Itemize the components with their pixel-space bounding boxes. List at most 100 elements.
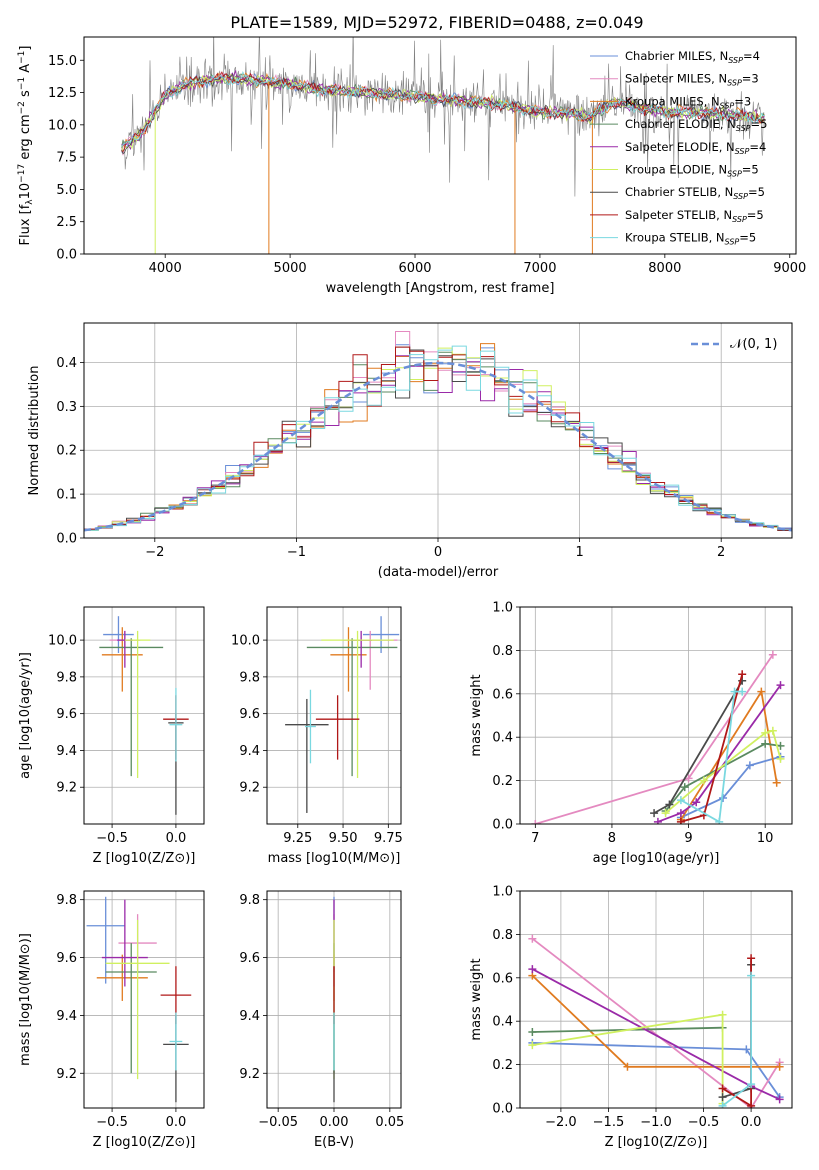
legend-label-tail: =3 [742, 72, 759, 86]
spectrum-panel: 4000 5000 6000 7000 8000 9000 0.0 2.5 5.0 7.5 10.0… [17, 36, 806, 296]
y-axis-label-part: Flux [f [18, 204, 33, 245]
massweight-point [653, 817, 662, 824]
y-axis-label-part: −1 [17, 77, 27, 90]
massweight-point [718, 1101, 727, 1108]
axes-frame [83, 36, 797, 255]
legend-label-8: Salpeter STELIB, NSSP=5 [625, 208, 764, 224]
x-tick-label: 7000 [523, 261, 556, 276]
massweight-point [761, 739, 770, 748]
y-tick-label: 9.8 [56, 670, 77, 685]
x-tick-label: −1 [287, 545, 306, 560]
y-tick-label: 9.6 [56, 951, 77, 966]
x-tick-label: 9 [684, 831, 692, 846]
legend-label-main: Salpeter MILES, N [625, 72, 727, 86]
y-tick-label: 0.6 [492, 687, 513, 702]
figure-title: PLATE=1589, MJD=52972, FIBERID=0488, z=0… [230, 13, 643, 32]
legend-label-sub: SSP [735, 147, 750, 156]
massweight-marks [531, 650, 785, 824]
mass-vs-Z-errorbars-panel: −0.5 0.0 9.2 9.4 9.6 9.8 Z [log10(Z/Z⊙)] mass [… [18, 890, 205, 1150]
x-tick-label: −2.0 [545, 1115, 577, 1130]
y-tick-label: 0.3 [56, 400, 77, 415]
x-tick-label: −1.5 [593, 1115, 625, 1130]
errorbar-marks [86, 896, 192, 1103]
massweight-point [776, 681, 785, 690]
y-tick-label: 9.2 [239, 781, 260, 796]
massweight-point [747, 1080, 756, 1089]
massweight-point [745, 761, 754, 770]
y-tick-label: 0.2 [492, 774, 513, 789]
legend-label-main: Kroupa ELODIE, N [625, 163, 727, 177]
x-tick-label: 5000 [274, 261, 307, 276]
x-tick-label: −0.5 [688, 1115, 720, 1130]
legend-label-main: Salpeter STELIB, N [625, 208, 732, 222]
x-tick-label: 0 [434, 545, 442, 560]
x-tick-label: −0.5 [96, 831, 128, 846]
y-tick-label: 5.0 [56, 183, 77, 198]
y-tick-label: 0.6 [492, 971, 513, 986]
x-tick-label: 0.0 [166, 831, 187, 846]
x-tick-label: 1 [575, 545, 583, 560]
massweight-point [528, 1028, 537, 1037]
massweight-point [692, 798, 701, 807]
y-tick-label: 9.6 [239, 951, 260, 966]
age-vs-Z-errorbars-panel: −0.5 0.0 9.2 9.4 9.6 9.8 10.0 Z [log10(Z/Z⊙)] ag… [18, 606, 205, 866]
legend-label-tail: =4 [749, 140, 766, 154]
model-line-9 [121, 70, 765, 148]
x-tick-label: 0.0 [166, 1115, 187, 1130]
massweight-point [661, 809, 670, 818]
y-axis-label-part: ] [18, 46, 33, 51]
y-tick-label: 0.2 [56, 444, 77, 459]
x-axis-label: Z [log10(Z/Z⊙)] [93, 1135, 196, 1150]
x-axis-label: Z [log10(Z/Z⊙)] [605, 1135, 708, 1150]
legend-label-sub: SSP [732, 215, 747, 224]
y-tick-label: 9.4 [56, 744, 77, 759]
legend-label-tail: =5 [751, 117, 768, 131]
legend-label-sub: SSP [736, 124, 751, 133]
y-tick-label: 0.0 [492, 1102, 513, 1117]
model-line-5 [121, 69, 765, 151]
massweight-point [718, 1084, 727, 1093]
x-tick-label: −1.0 [640, 1115, 672, 1130]
x-axis-label: Z [log10(Z/Z⊙)] [93, 851, 196, 866]
legend-label-main: Chabrier MILES, N [625, 49, 728, 63]
legend-label-3: Kroupa MILES, NSSP=3 [625, 94, 751, 110]
x-tick-label: −0.05 [258, 1115, 298, 1130]
massweight-point [715, 817, 724, 824]
massweight-point [718, 1093, 727, 1102]
y-tick-label: 10.0 [48, 634, 77, 649]
y-axis-label: age [log10(age/yr)] [18, 652, 33, 779]
massweight-point [650, 809, 659, 818]
massweight-line-9 [722, 975, 752, 1107]
y-axis-label: Normed distribution [27, 366, 42, 496]
legend-label-tail: =5 [742, 163, 759, 177]
massweight-point [730, 687, 739, 696]
y-tick-label: 15.0 [48, 54, 77, 69]
y-tick-label: 10.0 [231, 634, 260, 649]
massweight-point [747, 971, 756, 980]
mass-vs-EBV-errorbars-panel: −0.05 0.00 0.05 9.2 9.4 9.6 9.8 E(B-V) [239, 890, 404, 1150]
y-tick-label: 9.8 [56, 893, 77, 908]
legend-label-main: Kroupa STELIB, N [625, 231, 725, 245]
massweight-point [528, 1041, 537, 1050]
legend-label-4: Chabrier ELODIE, NSSP=5 [625, 117, 767, 133]
x-tick-label: 7 [531, 831, 539, 846]
y-tick-label: 7.5 [56, 151, 77, 166]
legend-label-1: Chabrier MILES, NSSP=4 [625, 49, 760, 65]
massweight-line-9 [680, 690, 743, 824]
y-tick-label: 0.4 [492, 731, 513, 746]
y-axis-label: Flux [fλ10−17 erg cm−2 s−1 A−1] [17, 46, 35, 246]
axes-frame [266, 606, 402, 825]
y-tick-label: 10.0 [48, 118, 77, 133]
massweight-point [684, 774, 693, 783]
massweight-point [676, 817, 685, 824]
y-axis-label-part: −17 [17, 164, 27, 183]
histogram-lines [84, 331, 792, 532]
x-tick-label: 4000 [149, 261, 182, 276]
y-axis-label: mass weight [469, 958, 484, 1040]
legend-label-sub: SSP [728, 56, 743, 65]
axes-frame [83, 322, 793, 539]
y-tick-label: 12.5 [48, 86, 77, 101]
model-line-8 [121, 71, 765, 152]
x-axis-label: mass [log10(M/M⊙)] [268, 851, 401, 866]
